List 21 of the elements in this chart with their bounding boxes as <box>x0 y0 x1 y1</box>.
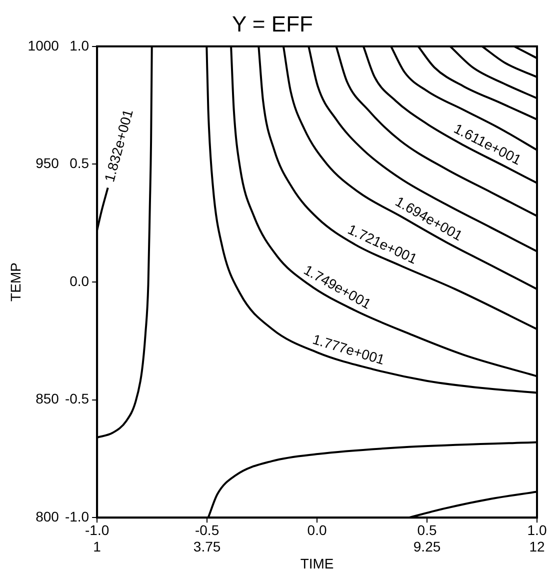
y-axis-title: TEMP <box>7 262 24 302</box>
y-tick-label: 1000 <box>28 37 60 54</box>
x2-tick-label: 0.0 <box>307 522 327 538</box>
chart-title: Y = EFF <box>232 11 313 36</box>
x-tick-label: 3.75 <box>193 538 221 555</box>
x2-tick-label: -0.5 <box>194 522 220 538</box>
y2-tick-label: 0.0 <box>70 272 90 289</box>
x2-tick-label: -1.0 <box>85 522 110 538</box>
x2-tick-label: 1.0 <box>527 522 547 538</box>
x-axis-title: TIME <box>300 555 334 572</box>
y-tick-label: 950 <box>36 155 60 172</box>
x-tick-label: 9.25 <box>413 538 441 555</box>
y2-tick-label: -0.5 <box>64 390 90 407</box>
x-tick-label: 12 <box>529 538 545 555</box>
x2-tick-label: 0.5 <box>417 522 437 538</box>
y2-tick-label: 0.5 <box>70 155 90 172</box>
x-tick-label: 1 <box>93 538 102 555</box>
y2-tick-label: -1.0 <box>64 508 90 524</box>
y-tick-label: 800 <box>36 508 60 524</box>
y2-tick-label: 1.0 <box>70 37 90 54</box>
y-tick-label: 850 <box>36 390 60 407</box>
